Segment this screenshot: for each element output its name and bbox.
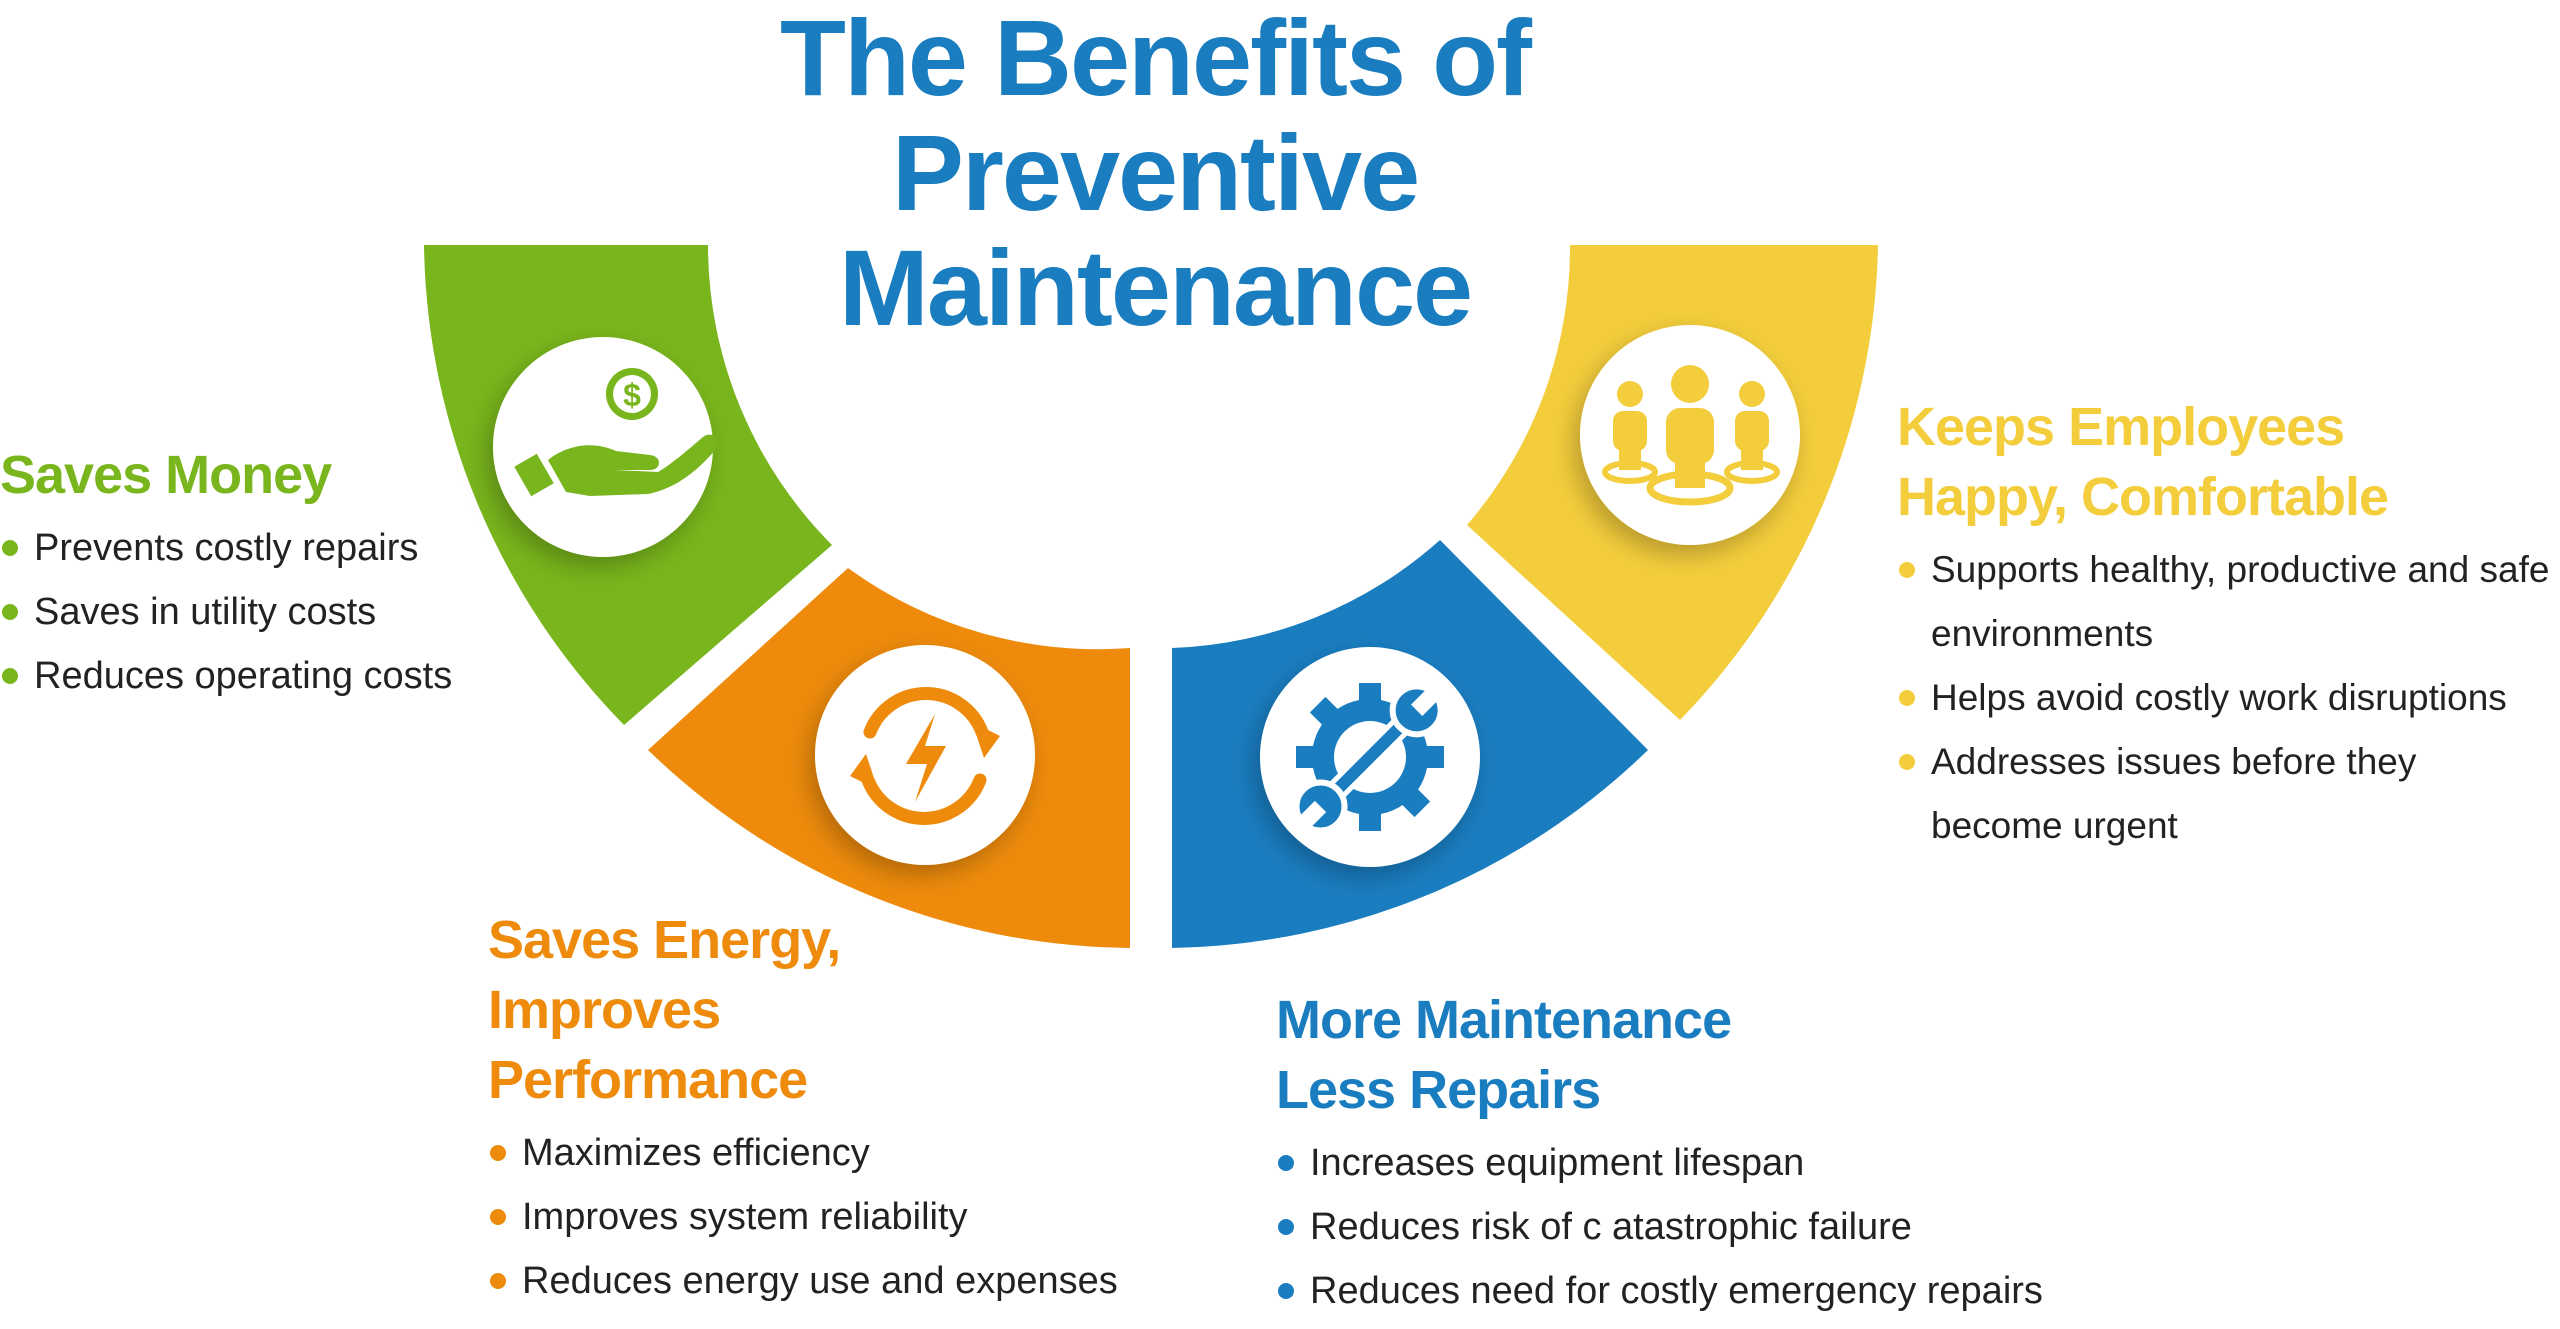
title-line-2: Preventive: [891, 112, 1420, 233]
bullet-dot: [2, 540, 18, 556]
keeps-employees-list: Supports healthy, productive and safe en…: [1897, 538, 2560, 858]
keeps-employees-heading: Keeps Employees Happy, Comfortable: [1897, 397, 2389, 527]
page-title: The Benefits of Preventive Maintenance: [705, 0, 1605, 345]
bullet-dot: [1278, 1283, 1294, 1299]
saves-money-block: Saves Money Prevents costly repairs Save…: [0, 440, 520, 708]
list-item-continuation: environments: [1931, 613, 2154, 654]
bullet-dot: [1278, 1155, 1294, 1171]
list-item: Reduces operating costs: [0, 644, 520, 708]
list-item: Reduces need for costly emergency repair…: [1276, 1259, 2156, 1323]
list-item: Prevents costly repairs: [0, 516, 520, 580]
more-maintenance-list: Increases equipment lifespan Reduces ris…: [1276, 1131, 2156, 1323]
list-item: Saves in utility costs: [0, 580, 520, 644]
list-item: Helps avoid costly work disruptions: [1897, 666, 2560, 730]
list-item: Addresses issues before they: [1897, 730, 2560, 794]
more-maintenance-heading: More Maintenance Less Repairs: [1276, 990, 1732, 1120]
saves-money-list: Prevents costly repairs Saves in utility…: [0, 516, 520, 708]
keeps-employees-block: Keeps Employees Happy, Comfortable Suppo…: [1897, 392, 2560, 858]
energy-cycle-icon: [850, 687, 1000, 825]
list-item: Supports healthy, productive and safe: [1897, 538, 2560, 602]
list-item: Maximizes efficiency: [488, 1121, 1188, 1185]
gear-wrench-icon: [1293, 683, 1444, 834]
hand-money-icon: $: [514, 368, 718, 497]
bullet-dot: [1899, 562, 1915, 578]
people-group-icon: [1602, 365, 1780, 506]
bullet-dot: [490, 1209, 506, 1225]
more-maintenance-block: More Maintenance Less Repairs Increases …: [1276, 985, 2156, 1323]
bullet-dot: [1278, 1219, 1294, 1235]
bullet-dot: [2, 668, 18, 684]
bullet-dot: [1899, 754, 1915, 770]
bullet-dot: [1899, 690, 1915, 706]
list-item-continuation: become urgent: [1931, 805, 2178, 846]
saves-energy-block: Saves Energy, Improves Performance Maxim…: [488, 905, 1188, 1313]
title-line-3: Maintenance: [838, 227, 1473, 348]
title-line-1: The Benefits of: [779, 0, 1532, 118]
saves-energy-list: Maximizes efficiency Improves system rel…: [488, 1121, 1188, 1313]
saves-money-heading: Saves Money: [0, 445, 332, 505]
list-item: Improves system reliability: [488, 1185, 1188, 1249]
saves-energy-heading: Saves Energy, Improves Performance: [488, 910, 841, 1110]
svg-text:$: $: [623, 377, 641, 413]
list-item: Reduces energy use and expenses: [488, 1249, 1188, 1313]
bullet-dot: [490, 1273, 506, 1289]
bullet-dot: [490, 1145, 506, 1161]
bullet-dot: [2, 604, 18, 620]
list-item: Increases equipment lifespan: [1276, 1131, 2156, 1195]
list-item: Reduces risk of c atastrophic failure: [1276, 1195, 2156, 1259]
